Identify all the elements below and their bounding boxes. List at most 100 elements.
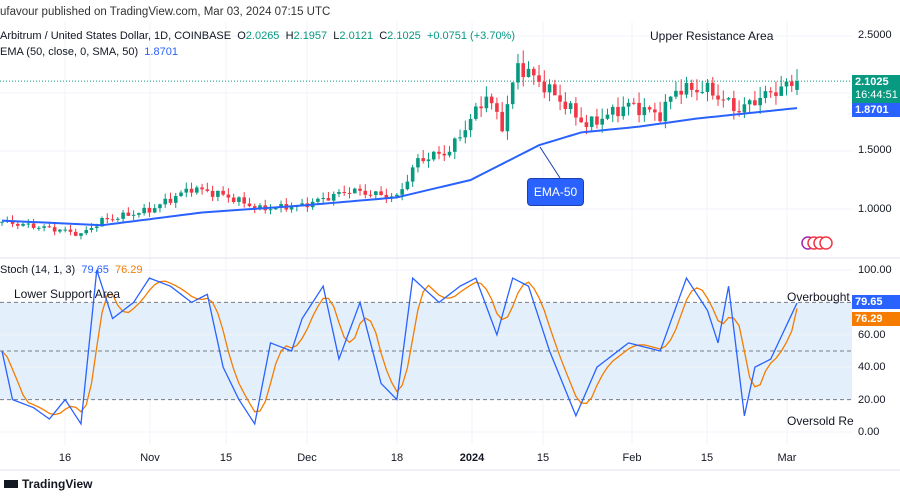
candle-body: [710, 82, 715, 96]
candle-body: [52, 227, 57, 232]
candle-body: [531, 68, 536, 76]
date-tick: Mar: [777, 452, 797, 464]
candle-body: [221, 190, 225, 195]
candle-body: [637, 102, 641, 116]
candle-body: [179, 192, 183, 197]
candle-body: [226, 194, 231, 198]
close-value: 2.1025: [387, 30, 421, 42]
low-label: L: [333, 30, 340, 42]
candle-body: [563, 101, 568, 110]
ema-50-line: [1, 107, 798, 227]
candle-body: [447, 151, 452, 156]
candle-body: [10, 220, 15, 224]
candle-body: [605, 114, 610, 119]
candle-body: [42, 226, 46, 228]
candle-body: [768, 91, 773, 93]
date-tick: 18: [390, 452, 404, 464]
stoch-k-value: 79.65: [81, 264, 109, 276]
candle-body: [658, 112, 662, 122]
change-value: +0.0751 (+3.70%): [426, 30, 516, 42]
oversold-annotation: Oversold Re: [787, 414, 854, 428]
candle-body: [126, 212, 131, 216]
candle-body: [510, 82, 515, 105]
candle-body: [495, 103, 499, 112]
date-tick: Dec: [297, 452, 317, 464]
candle-body: [458, 137, 462, 139]
candle-body: [595, 116, 599, 125]
candle-body: [268, 209, 273, 211]
candle-body: [273, 207, 278, 210]
candle-body: [73, 231, 78, 236]
logo-text: TradingView: [22, 477, 93, 491]
candle-body: [195, 187, 199, 193]
ema-price-label: 1.8701: [852, 103, 900, 117]
published-header: ufavour published on TradingView.com, Ma…: [0, 6, 331, 18]
tradingview-logo: TradingView: [4, 477, 92, 491]
candle-body: [26, 223, 31, 225]
candle-body: [653, 109, 657, 113]
candle-body: [795, 81, 799, 90]
candle-body: [142, 207, 146, 214]
candle-body: [152, 208, 157, 213]
candle-body: [21, 223, 25, 226]
price-tick: 1.5000: [858, 144, 892, 156]
candle-body: [421, 158, 425, 162]
stoch-tick: 20.00: [858, 394, 886, 406]
candle-body: [610, 106, 615, 115]
candle-body: [184, 188, 189, 193]
stoch-k-line: [1, 269, 798, 426]
open-label: O: [237, 30, 246, 42]
candle-body: [110, 219, 115, 221]
candle-body: [521, 63, 526, 77]
candle-body: [674, 90, 678, 97]
candle-body: [463, 130, 468, 138]
candle-body: [416, 158, 420, 168]
date-tick: Nov: [140, 452, 160, 464]
candle-body: [695, 89, 699, 93]
candle-body: [347, 192, 352, 194]
candle-body: [163, 198, 168, 205]
candle-body: [553, 84, 557, 96]
high-value: 2.1957: [293, 30, 328, 42]
candle-body: [726, 98, 731, 100]
candle-body: [479, 106, 483, 109]
candle-body: [505, 104, 510, 132]
symbol-name: Arbitrum / United States Dollar, 1D, COI…: [0, 30, 232, 42]
candle-body: [516, 63, 520, 83]
stoch-legend: Stoch (14, 1, 3) 79.65 76.29: [0, 264, 143, 276]
stoch-tick: 0.00: [858, 426, 880, 438]
candle-body: [205, 189, 210, 191]
candle-body: [300, 203, 304, 205]
candle-body: [63, 229, 67, 231]
candle-body: [331, 193, 336, 201]
candle-body: [774, 92, 778, 96]
candle-body: [237, 197, 241, 203]
candle-body: [321, 198, 325, 200]
candle-body: [379, 191, 383, 195]
candle-body: [121, 212, 125, 219]
candle-body: [89, 227, 94, 231]
candle-body: [147, 207, 152, 213]
candle-body: [568, 103, 573, 110]
candle-body: [689, 82, 694, 90]
date-tick: 2024: [459, 452, 485, 464]
candle-body: [363, 190, 368, 195]
candle-body: [137, 213, 141, 215]
candle-body: [37, 227, 41, 229]
candle-body: [742, 104, 747, 113]
candle-body: [94, 226, 99, 228]
candle-body: [632, 102, 636, 104]
candle-body: [442, 153, 447, 156]
candle-body: [58, 229, 62, 232]
candle-body: [374, 191, 378, 195]
candle-body: [47, 226, 52, 228]
candle-body: [210, 190, 215, 197]
candle-body: [647, 107, 652, 110]
candle-body: [68, 229, 73, 232]
candle-body: [15, 223, 20, 226]
candle-body: [326, 198, 331, 201]
candle-body: [547, 84, 552, 93]
candle-body: [626, 102, 631, 107]
candle-body: [84, 230, 89, 234]
